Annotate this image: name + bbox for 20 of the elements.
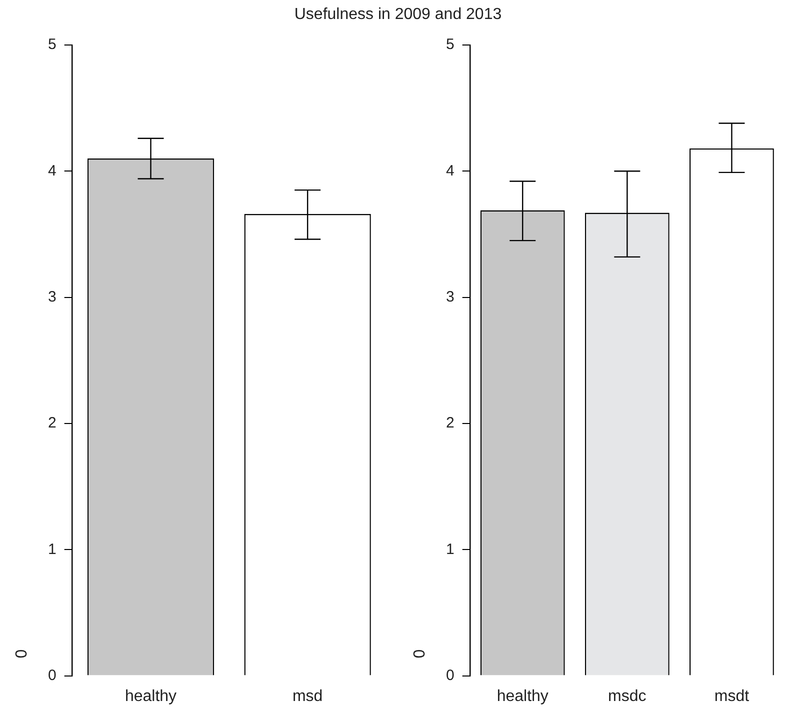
x-tick-label: msdt [714, 688, 750, 705]
y-tick-label: 2 [48, 414, 56, 432]
y-tick-label: 4 [48, 162, 56, 180]
y-tick-label: 4 [446, 162, 454, 180]
chart-title: Usefulness in 2009 and 2013 [293, 6, 503, 24]
y-tick-label: 3 [446, 288, 454, 306]
y-tick-label: 5 [446, 36, 454, 54]
y-tick-label: 1 [48, 540, 56, 558]
y-tick-label: 0 [446, 666, 454, 684]
x-tick-label: msd [292, 688, 323, 705]
y-tick-label: 5 [48, 36, 56, 54]
text: 0 [411, 649, 428, 658]
y-tick-label: 1 [446, 540, 454, 558]
x-tick-label: healthy [124, 688, 177, 705]
y-tick-label: 0 [48, 666, 56, 684]
x-tick-label: healthy [496, 688, 548, 705]
y-tick-label: 3 [48, 288, 56, 306]
y-tick-label: 2 [446, 414, 454, 432]
x-tick-label: msdc [608, 688, 646, 705]
text: 0 [13, 649, 30, 658]
